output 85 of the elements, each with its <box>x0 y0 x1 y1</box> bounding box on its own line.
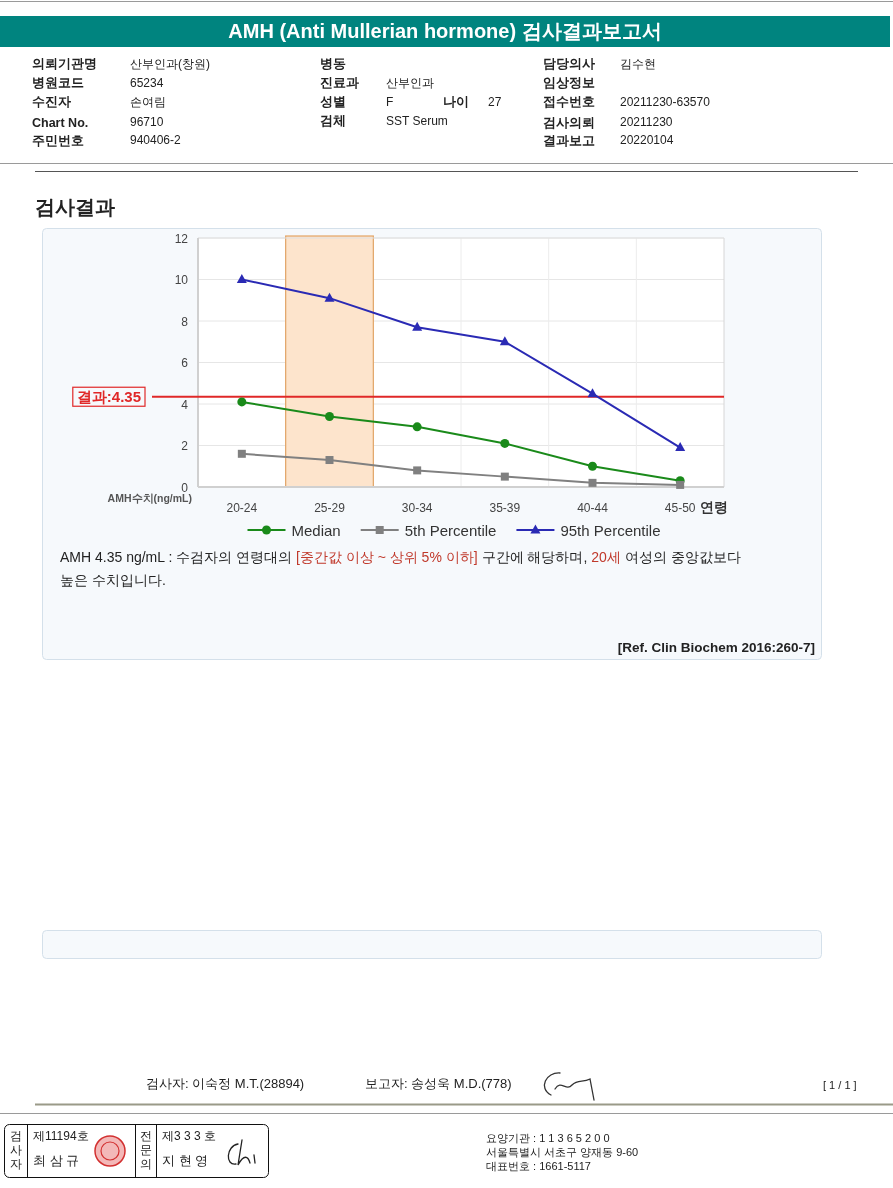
text: 전문의 <box>140 1129 152 1171</box>
text: 구간에 해당하며, <box>481 549 588 565</box>
legend-label: 5th Percentile <box>404 521 497 539</box>
text: 여성의 중앙값보다 <box>624 549 741 565</box>
point <box>412 321 423 331</box>
point <box>676 480 685 489</box>
y-tick-label: 8 <box>181 314 189 329</box>
point <box>587 388 598 398</box>
y-tick-label: 0 <box>181 480 189 495</box>
point <box>413 466 422 475</box>
text: 주민번호 <box>32 134 84 149</box>
y-tick-label: 10 <box>174 273 189 287</box>
point <box>324 292 335 302</box>
point <box>237 397 247 407</box>
point <box>325 456 334 465</box>
text: 27 <box>488 95 502 110</box>
x-tick-label: 30-34 <box>401 501 433 515</box>
text: F <box>386 95 394 110</box>
text: 나이 <box>443 95 469 110</box>
x-tick-label: 25-29 <box>314 501 346 515</box>
text: AMH 4.35 ng/mL : 수검자의 연령대의 <box>60 549 293 565</box>
text: [Ref. Clin Biochem 2016:260-7] <box>617 640 815 656</box>
text: 최 삼 규 <box>33 1153 80 1169</box>
text: 높은 수치입니다. <box>60 572 166 588</box>
text: 대표번호 : 1661-5117 <box>486 1160 591 1173</box>
x-tick-label: 45-50 <box>664 501 696 515</box>
text: 수진자 <box>32 95 71 110</box>
text: 병동 <box>320 57 346 72</box>
point <box>588 461 597 471</box>
text: 병원코드 <box>32 76 84 91</box>
text: 940406-2 <box>130 133 181 148</box>
text: 손여림 <box>130 95 166 110</box>
x-tick-label: 35-39 <box>489 501 521 515</box>
text: SST Serum <box>386 114 448 129</box>
y-axis-title: AMH수치(ng/mL) <box>107 492 192 504</box>
text: 제3 3 3 호 <box>162 1129 217 1144</box>
chart-title: AMH (Anti Mullerian hormone) 검사결과보고서 <box>0 17 890 45</box>
y-tick-label: 12 <box>174 231 189 246</box>
point <box>500 438 510 448</box>
ref-line-label: 결과:4.35 <box>76 388 141 406</box>
text: 의뢰기관명 <box>32 57 97 72</box>
point <box>237 449 246 458</box>
text: 접수번호 <box>543 95 595 110</box>
y-tick-label: 4 <box>181 397 189 412</box>
text: 20211230-63570 <box>620 95 710 110</box>
point <box>499 336 510 346</box>
text: 임상정보 <box>543 76 595 91</box>
text: 진료과 <box>320 76 359 91</box>
text: 서울특별시 서초구 양재동 9-60 <box>486 1146 639 1159</box>
point <box>500 472 509 481</box>
text: [중간값 이상 ~ 상위 5% 이하] <box>295 549 478 565</box>
x-tick-label: 20-24 <box>226 501 258 515</box>
text: 검사자 <box>10 1129 22 1171</box>
text: 요양기관 : 1 1 3 6 5 2 0 0 <box>486 1132 610 1145</box>
point <box>675 442 686 452</box>
text: 20220104 <box>620 133 674 148</box>
text: 96710 <box>130 115 164 130</box>
point <box>325 411 334 421</box>
point <box>412 422 422 432</box>
text: 지 현 영 <box>162 1153 209 1169</box>
text: [ 1 / 1 ] <box>823 1079 857 1092</box>
text: 산부인과 <box>386 76 434 91</box>
text: 결과보고 <box>543 134 595 149</box>
text: 검체 <box>320 114 346 129</box>
text: 김수현 <box>620 57 656 72</box>
legend-label: Median <box>291 521 341 539</box>
x-axis-title: 연령 <box>699 500 728 515</box>
legend-label: 95th Percentile <box>560 521 661 539</box>
text: 검사의뢰 <box>543 116 595 131</box>
x-tick-label: 40-44 <box>577 501 609 515</box>
text: 20세 <box>591 549 621 565</box>
y-tick-label: 2 <box>181 439 189 453</box>
text: 65234 <box>130 76 164 91</box>
point <box>588 478 597 487</box>
chart-subtitle: 검사결과 <box>35 196 115 219</box>
text: 담당의사 <box>543 57 595 72</box>
text: 산부인과(창원) <box>130 57 210 72</box>
text: 20211230 <box>620 115 673 130</box>
y-tick-label: 6 <box>181 356 189 370</box>
text: 제11194호 <box>33 1129 89 1144</box>
text: 검사자: 이숙정 M.T.(28894) <box>146 1076 305 1092</box>
point <box>236 274 247 283</box>
text: 성별 <box>320 95 346 110</box>
text: Chart No. <box>32 116 89 131</box>
text: 보고자: 송성욱 M.D.(778) <box>365 1076 512 1092</box>
